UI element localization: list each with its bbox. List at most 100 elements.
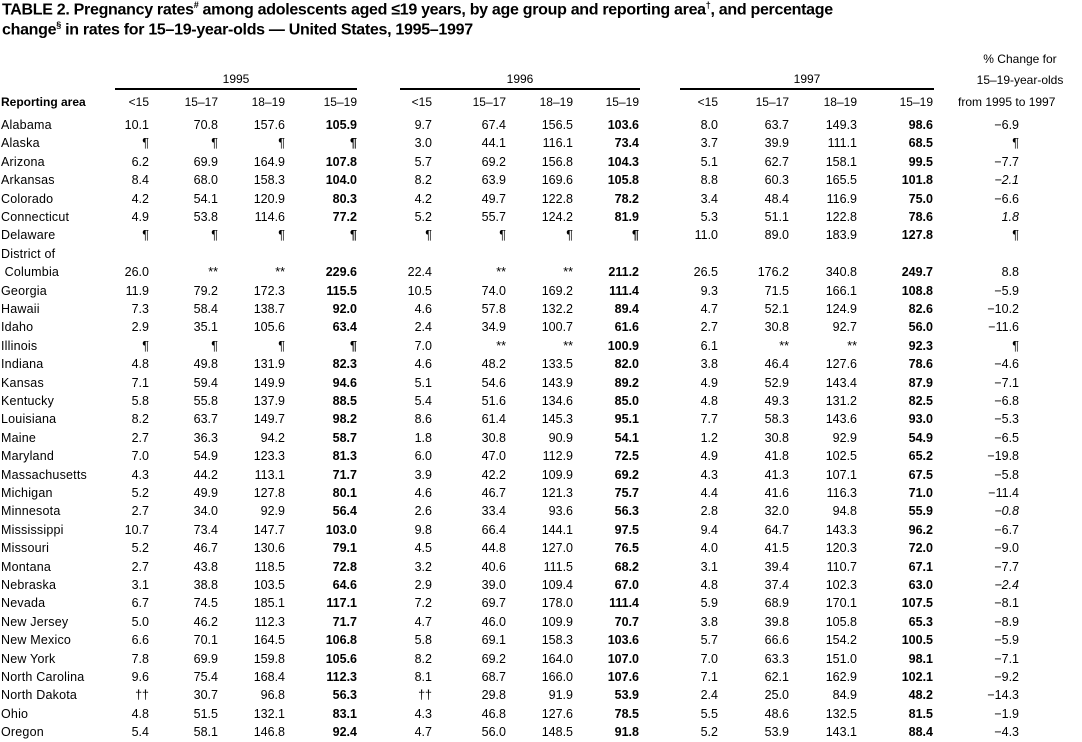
rate-cell: 30.8 — [764, 320, 789, 335]
rate-cell: 127.8 — [253, 486, 285, 500]
rate-cell: 143.3 — [825, 522, 857, 537]
reporting-area-name: Montana — [1, 559, 52, 574]
rate-cell: 107.0 — [607, 651, 639, 666]
pct-change-cell: −8.9 — [994, 614, 1019, 629]
reporting-area-name: New Jersey — [1, 614, 69, 629]
rate-cell: 143.1 — [825, 725, 857, 740]
rate-cell: 5.9 — [700, 596, 718, 611]
rate-cell: 63.7 — [764, 118, 789, 132]
rate-cell: 7.1 — [131, 375, 149, 390]
rate-cell: 149.3 — [825, 118, 857, 132]
rate-cell: 44.2 — [193, 467, 218, 482]
reporting-area-name: Kansas — [1, 375, 44, 390]
rate-cell: 111.4 — [609, 596, 639, 611]
rate-cell: 46.4 — [764, 357, 789, 372]
rate-cell: 3.8 — [700, 614, 718, 629]
rate-cell: 105.6 — [325, 651, 357, 666]
rate-cell: 5.4 — [131, 725, 149, 740]
pct-change-cell: −8.1 — [994, 596, 1019, 611]
rate-cell: 55.9 — [908, 504, 933, 519]
rate-cell: ** — [563, 338, 573, 353]
rate-cell: 124.9 — [825, 302, 857, 316]
rate-cell: 146.8 — [253, 725, 285, 740]
rate-cell: 48.6 — [764, 706, 789, 721]
rate-cell: 118.5 — [254, 559, 285, 574]
rate-cell: ¶ — [278, 136, 285, 151]
rate-cell: 47.0 — [481, 449, 506, 464]
reporting-area-name: Arkansas — [1, 173, 55, 188]
rate-cell: 88.5 — [332, 394, 357, 408]
rate-cell: 54.9 — [193, 449, 218, 464]
rate-cell: 98.2 — [332, 412, 357, 427]
rate-cell: 117.1 — [326, 596, 357, 611]
rate-cell: 98.1 — [908, 651, 933, 666]
rate-cell: 72.5 — [614, 449, 639, 464]
rate-cell: 51.5 — [193, 706, 218, 721]
rate-cell: 6.2 — [131, 154, 149, 169]
rate-cell: 67.1 — [908, 559, 933, 574]
rate-cell: 109.9 — [541, 467, 573, 482]
rate-cell: 11.0 — [694, 228, 718, 243]
rate-cell: 164.5 — [253, 633, 285, 648]
rate-cell: 127.0 — [541, 541, 573, 556]
rate-cell: 43.8 — [193, 559, 218, 574]
rate-cell: 178.0 — [541, 596, 573, 611]
rate-cell: 229.6 — [325, 265, 357, 280]
rate-cell: ¶ — [350, 338, 357, 353]
rate-cell: 71.7 — [332, 614, 357, 629]
rate-cell: 5.8 — [414, 633, 432, 648]
rate-cell: 116.3 — [826, 486, 857, 500]
rate-cell: 4.7 — [414, 614, 432, 629]
rate-cell: 70.8 — [193, 118, 218, 132]
rate-cell: 110.7 — [826, 559, 857, 574]
rate-cell: 127.8 — [901, 228, 933, 243]
rate-cell: 4.8 — [131, 706, 149, 721]
rate-cell: 164.9 — [253, 154, 285, 169]
rate-cell: 30.7 — [193, 688, 218, 703]
rate-cell: 176.2 — [757, 265, 789, 280]
rate-cell: 57.8 — [481, 302, 506, 316]
rate-cell: 165.5 — [825, 173, 857, 188]
rate-cell: 4.3 — [414, 706, 432, 721]
pct-change-cell: −11.6 — [988, 320, 1019, 335]
age-group-header: <15 — [128, 95, 149, 109]
rate-cell: 148.5 — [541, 725, 573, 740]
rate-cell: 37.4 — [764, 578, 789, 592]
rate-cell: 69.2 — [481, 651, 506, 666]
rate-cell: 158.3 — [541, 633, 573, 648]
rate-cell: 6.6 — [131, 633, 149, 648]
rate-cell: 103.6 — [607, 633, 639, 648]
rate-cell: 33.4 — [481, 504, 506, 519]
rate-cell: 138.7 — [253, 302, 285, 316]
rate-cell: 4.6 — [414, 357, 432, 372]
rate-cell: 79.1 — [332, 541, 357, 556]
rate-cell: 93.0 — [908, 412, 933, 427]
rate-cell: 3.2 — [414, 559, 432, 574]
rate-cell: 38.8 — [193, 578, 218, 592]
rate-cell: 106.8 — [325, 633, 357, 648]
rate-cell: 144.1 — [541, 522, 573, 537]
rate-cell: ¶ — [350, 136, 357, 151]
reporting-area-name: Delaware — [1, 228, 56, 243]
rate-cell: 26.5 — [693, 265, 718, 280]
rate-cell: 54.9 — [908, 430, 933, 445]
rate-cell: 109.4 — [541, 578, 573, 592]
rate-cell: 75.0 — [908, 191, 933, 206]
rate-cell: ¶ — [350, 228, 357, 243]
rate-cell: 73.4 — [614, 136, 639, 151]
rate-cell: 103.6 — [607, 118, 639, 132]
reporting-area-name: Connecticut — [1, 210, 70, 224]
rate-cell: 82.3 — [332, 357, 357, 372]
rate-cell: 67.0 — [614, 578, 639, 592]
rate-cell: 94.8 — [832, 504, 857, 519]
rate-cell: 64.7 — [764, 522, 789, 537]
rate-cell: 2.8 — [700, 504, 718, 519]
pct-change-cell: −7.1 — [994, 651, 1019, 666]
rate-cell: 69.9 — [193, 651, 218, 666]
rate-cell: 81.9 — [614, 210, 639, 224]
rate-cell: 61.4 — [481, 412, 506, 427]
rate-cell: 46.0 — [481, 614, 506, 629]
rate-cell: 340.8 — [825, 265, 857, 280]
rate-cell: 4.6 — [414, 486, 432, 500]
year-rule — [115, 88, 357, 90]
